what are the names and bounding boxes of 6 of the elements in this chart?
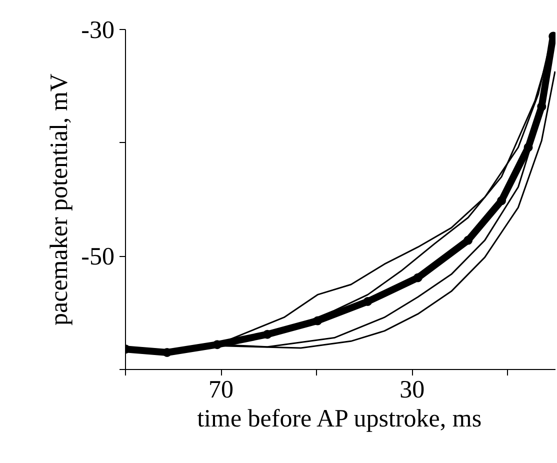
- x-tick-label: 30: [400, 376, 425, 404]
- x-axis-title: time before AP upstroke, ms: [197, 406, 482, 432]
- y-tick-label: -30: [81, 17, 115, 44]
- y-tick-label: -50: [81, 244, 115, 271]
- y-axis-title: pacemaker potential, mV: [46, 74, 74, 326]
- x-tick-label: 70: [208, 376, 234, 404]
